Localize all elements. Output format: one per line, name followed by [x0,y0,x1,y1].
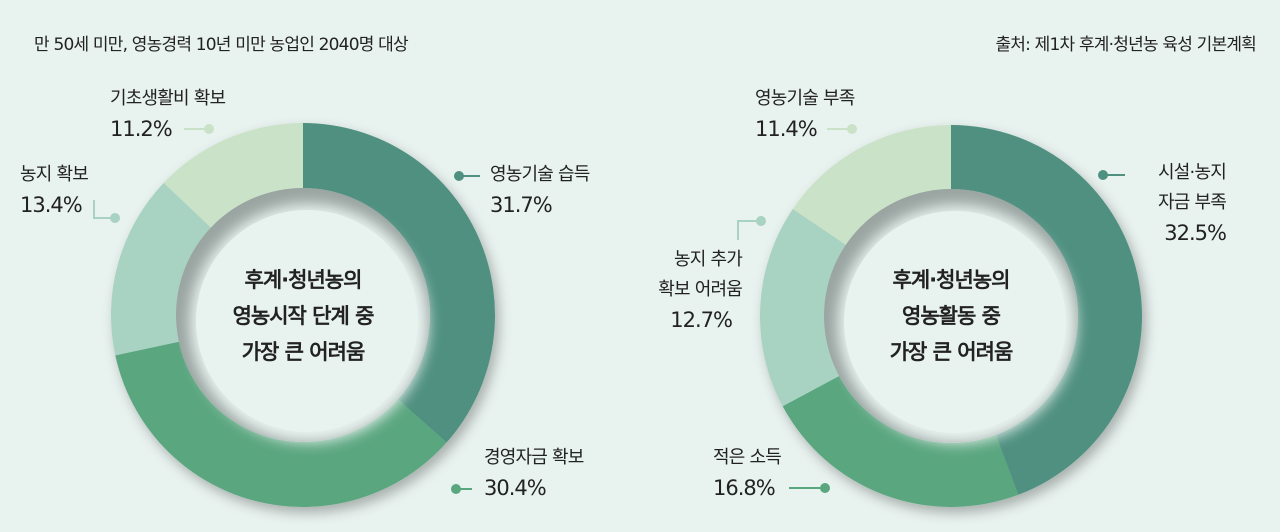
label-facility-fund: 시설·농지 자금 부족 32.5% [1130,158,1227,248]
donut-start-stage [111,123,495,507]
leader-line-living-cost [184,124,214,134]
donut-segment [951,125,1142,495]
label-category: 경영자금 확보 [484,447,584,468]
source-note: 출처: 제1차 후계·청년농 육성 기본계획 [995,35,1256,55]
leader-line-facility-fund [1098,170,1125,180]
center-line: 후계·청년농의 [244,268,363,292]
center-line: 가장 큰 어려움 [889,340,1014,364]
label-land: 농지 확보 13.4% [20,160,89,220]
donut-segment [111,182,211,356]
chart-subtitle: 만 50세 미만, 영농경력 10년 미만 농업인 2040명 대상 [34,35,409,55]
label-living-cost: 기초생활비 확보 11.2% [110,84,226,144]
center-label-start-stage: 후계·청년농의 영농시작 단계 중 가장 큰 어려움 [183,262,423,370]
label-category: 농지 추가 [674,249,743,270]
label-category: 영농기술 습득 [490,164,590,185]
label-tech-acquire: 영농기술 습득 31.7% [490,160,590,220]
donut-segment [782,376,1019,508]
label-value: 11.4% [755,117,818,141]
label-category: 확보 어려움 [658,279,743,300]
label-category: 기초생활비 확보 [110,88,226,109]
donut-segment [303,123,495,443]
label-capital: 경영자금 확보 30.4% [484,443,584,503]
leader-line-land-more [737,216,766,240]
label-category: 영농기술 부족 [755,88,855,109]
label-value: 11.2% [110,117,173,141]
leader-line-tech-lack [827,124,857,134]
label-value: 13.4% [20,193,83,217]
center-line: 영농활동 중 [902,304,1001,328]
center-label-farming-activity: 후계·청년농의 영농활동 중 가장 큰 어려움 [831,262,1071,370]
label-category: 자금 부족 [1158,192,1227,213]
label-category: 농지 확보 [20,164,89,185]
center-line: 후계·청년농의 [892,268,1011,292]
label-low-income: 적은 소득 16.8% [713,443,782,503]
leader-line-tech-acquire [454,171,480,181]
donut-farming-activity [760,125,1142,508]
donut-segment [115,341,447,507]
leader-line-low-income [789,483,830,493]
leader-line-land [93,200,120,223]
label-category: 적은 소득 [713,447,782,468]
label-category: 시설·농지 [1158,162,1227,183]
donut-segment [760,208,846,407]
center-line: 영농시작 단계 중 [232,304,375,328]
donut-segment [792,125,951,245]
label-value: 12.7% [670,308,733,332]
label-tech-lack: 영농기술 부족 11.4% [755,84,855,144]
label-value: 16.8% [713,476,776,500]
label-value: 31.7% [490,193,553,217]
label-value: 30.4% [484,476,547,500]
label-land-more: 농지 추가 확보 어려움 12.7% [626,245,743,335]
donut-segment [163,123,303,228]
leader-line-capital [451,484,472,494]
label-value: 32.5% [1164,221,1227,245]
center-line: 가장 큰 어려움 [241,340,366,364]
